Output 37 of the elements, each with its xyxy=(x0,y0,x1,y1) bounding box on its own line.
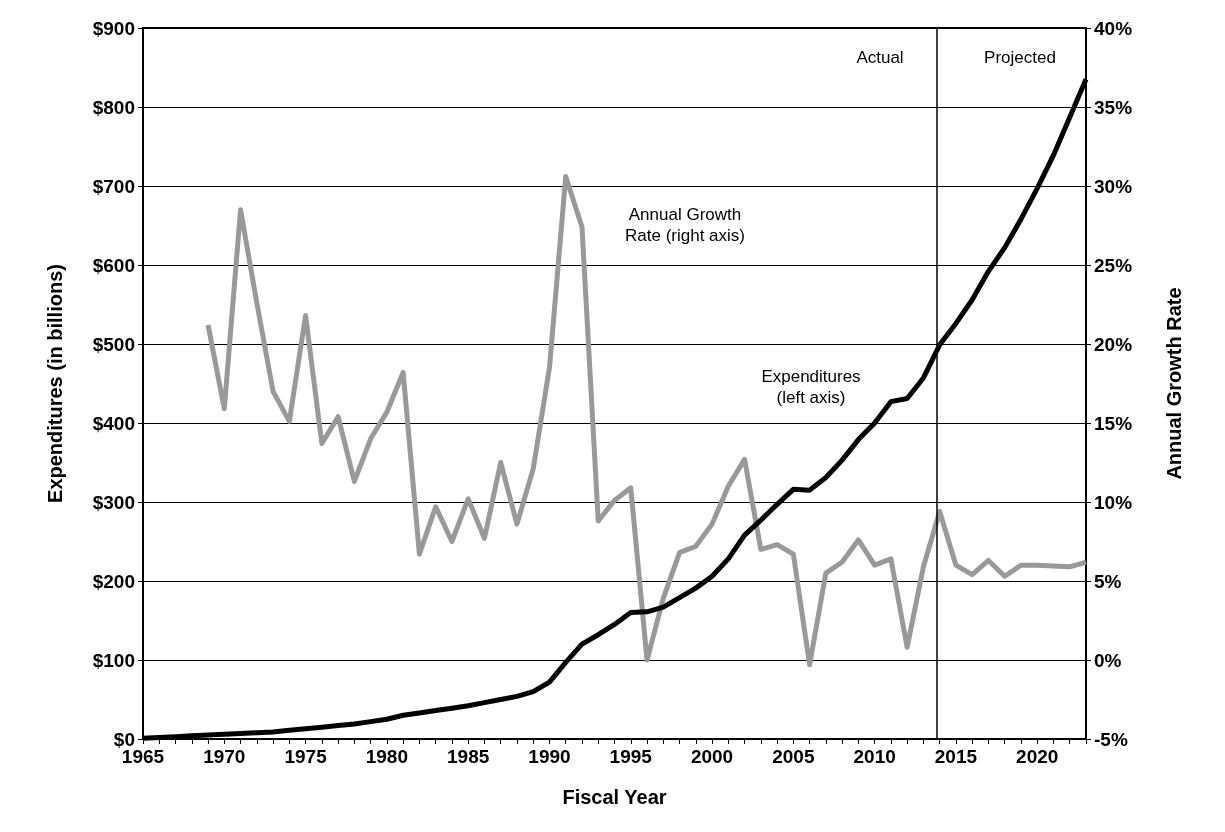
x-tick-label: 1985 xyxy=(447,746,490,767)
y-tick-label: $300 xyxy=(92,491,135,513)
y2-tick-label: 10% xyxy=(1094,491,1133,513)
y-tick-label: $600 xyxy=(92,254,135,276)
y2-tick-label: 5% xyxy=(1094,570,1122,592)
y-tick-label: $800 xyxy=(92,96,135,118)
x-tick-label: 1980 xyxy=(365,746,409,767)
y2-tick-label: -5% xyxy=(1094,728,1128,750)
y2-tick-label: 25% xyxy=(1094,254,1133,276)
annotation: Expenditures (left axis) xyxy=(761,367,861,407)
y-tick-label: $700 xyxy=(92,175,135,197)
x-tick-label: 1990 xyxy=(528,746,571,767)
x-tick-label: 1970 xyxy=(203,746,246,767)
y2-tick-label: 30% xyxy=(1094,175,1133,197)
x-tick-label: 2010 xyxy=(853,746,896,767)
x-tick-label: 1975 xyxy=(284,746,328,767)
y2-tick-label: 0% xyxy=(1094,649,1122,671)
y-tick-label: $200 xyxy=(92,570,135,592)
x-tick-label: 2015 xyxy=(934,746,978,767)
y2-tick-label: 20% xyxy=(1094,333,1133,355)
y-tick-label: $100 xyxy=(92,649,135,671)
y-tick-label: $400 xyxy=(92,412,135,434)
y-axis-title: Expenditures (in billions) xyxy=(44,264,66,503)
y-tick-label: $500 xyxy=(92,333,135,355)
x-tick-label: 1995 xyxy=(609,746,653,767)
x-tick-label: 2005 xyxy=(772,746,815,767)
x-tick-label: 2020 xyxy=(1016,746,1059,767)
x-axis-title: Fiscal Year xyxy=(562,786,667,808)
annotation: Actual xyxy=(856,47,904,67)
annotation: Projected xyxy=(984,47,1056,67)
y-tick-label: $900 xyxy=(92,17,135,39)
annotation: Annual Growth Rate (right axis) xyxy=(625,205,745,245)
y2-tick-label: 35% xyxy=(1094,96,1133,118)
x-tick-label: 2000 xyxy=(690,746,734,767)
y2-axis-title: Annual Growth Rate xyxy=(1163,287,1185,480)
y2-tick-label: 15% xyxy=(1094,412,1133,434)
y2-tick-label: 40% xyxy=(1094,17,1133,39)
